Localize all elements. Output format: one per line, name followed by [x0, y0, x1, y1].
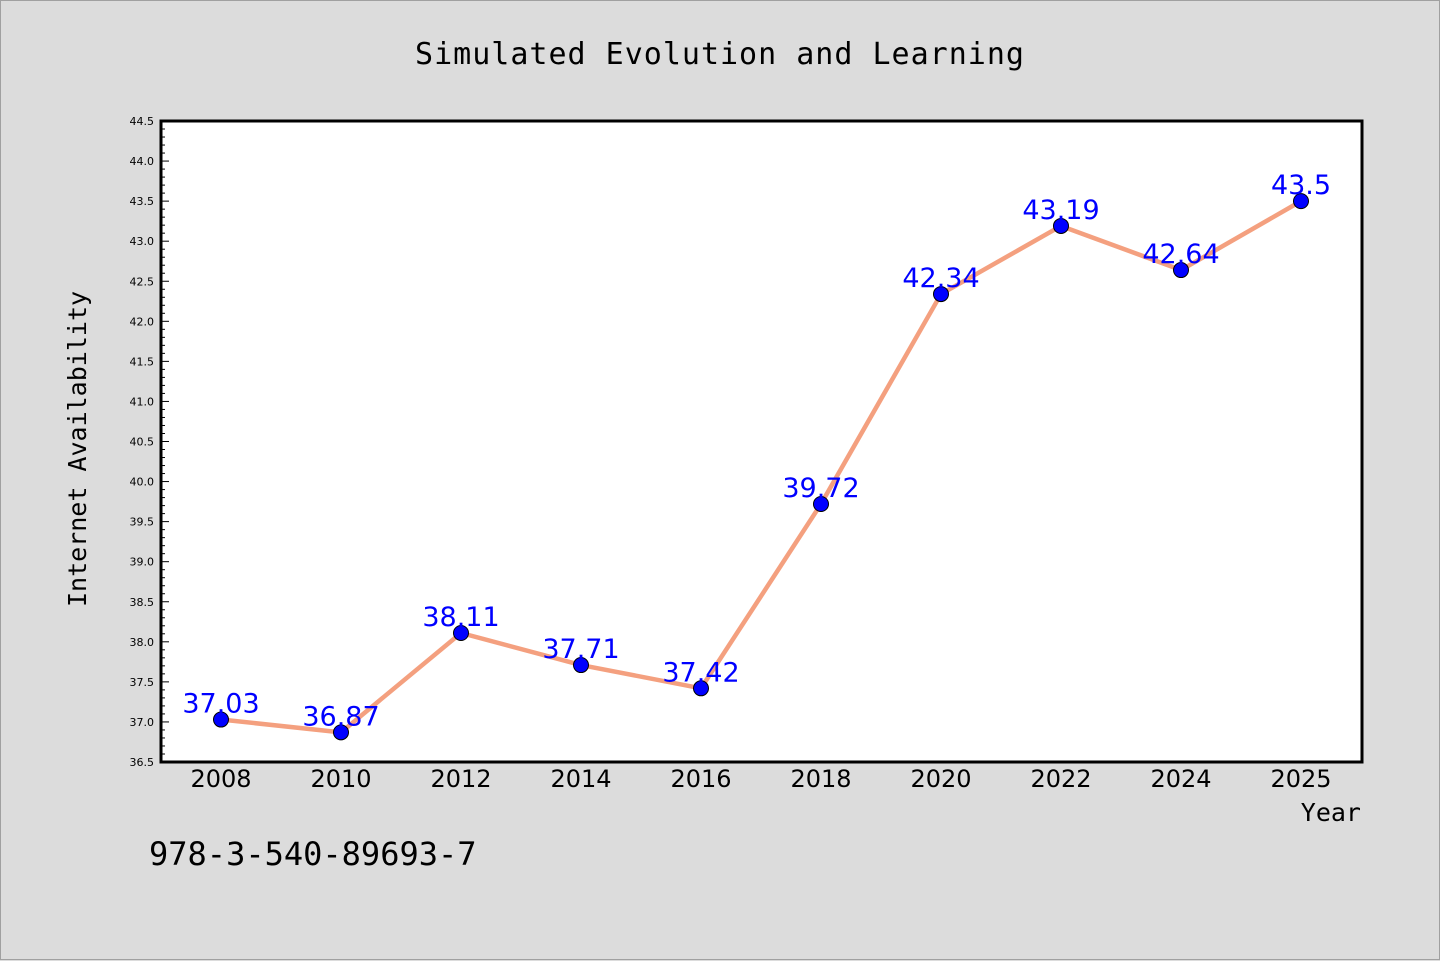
chart-title: Simulated Evolution and Learning — [415, 37, 1025, 72]
y-axis-label: Internet Availability — [63, 291, 92, 607]
data-label: 37.71 — [542, 634, 619, 665]
data-label: 37.42 — [662, 657, 739, 688]
y-tick-label: 37.5 — [130, 676, 155, 689]
y-tick-label: 36.5 — [130, 756, 155, 769]
data-label: 43.5 — [1271, 170, 1331, 201]
data-label: 43.19 — [1022, 195, 1099, 226]
x-tick-label: 2008 — [190, 765, 251, 793]
data-point — [213, 711, 229, 728]
y-tick-label: 44.5 — [130, 115, 155, 128]
footnote-isbn: 978-3-540-89693-7 — [149, 835, 477, 873]
y-tick-label: 39.5 — [130, 516, 155, 529]
y-tick-label: 42.5 — [130, 275, 155, 288]
data-label: 36.87 — [302, 701, 379, 732]
y-tick-label: 41.5 — [130, 355, 155, 368]
data-point — [573, 657, 589, 674]
y-tick-label: 43.5 — [130, 195, 155, 208]
x-axis-label: Year — [1301, 798, 1361, 827]
x-tick-label: 2012 — [430, 765, 491, 793]
plot-area — [159, 119, 1364, 764]
y-tick-label: 43.0 — [130, 235, 155, 248]
data-point — [333, 724, 349, 741]
data-point — [693, 680, 709, 697]
y-tick-label: 40.0 — [130, 476, 155, 489]
y-tick-label: 37.0 — [130, 716, 155, 729]
data-point — [933, 286, 949, 303]
series-line — [218, 198, 1304, 735]
data-point — [453, 624, 469, 641]
y-tick-label: 39.0 — [130, 556, 155, 569]
x-tick-label: 2016 — [670, 765, 731, 793]
data-label: 39.72 — [782, 473, 859, 504]
y-tick-label: 38.5 — [130, 596, 155, 609]
x-tick-label: 2010 — [310, 765, 371, 793]
y-tick-label: 44.0 — [130, 155, 155, 168]
x-tick-label: 2024 — [1150, 765, 1211, 793]
y-tick-label: 40.5 — [130, 436, 155, 449]
x-tick-label: 2020 — [910, 765, 971, 793]
x-tick-label: 2018 — [790, 765, 851, 793]
data-point — [1053, 217, 1069, 234]
data-series — [213, 193, 1309, 741]
data-label: 38.11 — [422, 602, 499, 633]
y-axis-ticks: 36.5 37.0 37.5 38.0 38.5 39.0 39.5 40.0 40.5 41.0… — [130, 115, 169, 769]
data-point — [1173, 262, 1189, 279]
y-tick-label: 38.0 — [130, 636, 155, 649]
data-labels: 37.03 36.87 38.11 37.71 37.42 39.72 42.34 43.19… — [182, 170, 1331, 732]
data-label: 42.34 — [902, 263, 979, 294]
data-point — [1293, 193, 1309, 210]
data-label: 42.64 — [1142, 239, 1219, 270]
x-tick-label: 2022 — [1030, 765, 1091, 793]
x-axis-ticks: 2008 2010 2012 2014 2016 2018 2020 2022 2024 2025 — [190, 765, 1331, 793]
y-tick-label: 41.0 — [130, 395, 155, 408]
x-tick-label: 2025 — [1270, 765, 1331, 793]
data-label: 37.03 — [182, 689, 259, 720]
data-point — [813, 495, 829, 512]
y-tick-label: 42.0 — [130, 315, 155, 328]
x-tick-label: 2014 — [550, 765, 611, 793]
